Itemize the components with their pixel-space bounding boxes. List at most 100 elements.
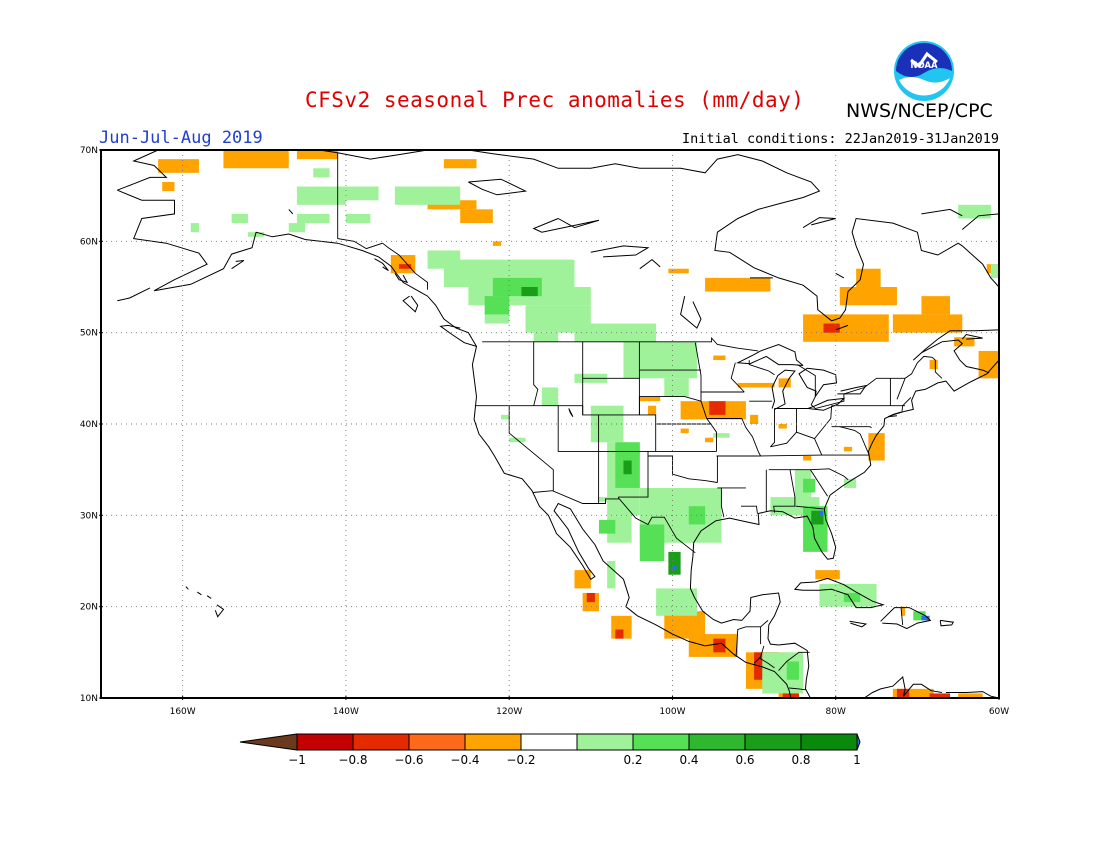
border-line [741, 505, 758, 514]
border-line [839, 426, 870, 456]
anomaly-cell [778, 424, 787, 429]
coastline [849, 620, 868, 628]
border-line [758, 657, 775, 669]
border-line [773, 469, 796, 513]
coastline [961, 333, 983, 340]
coastline [921, 208, 963, 217]
lon-label: 140W [333, 707, 359, 717]
anomaly-cell [921, 615, 930, 621]
map-gridlines [101, 150, 999, 698]
anomaly-cell [803, 455, 812, 461]
anomaly-cell [815, 570, 840, 580]
lon-label: 160W [170, 707, 196, 717]
colorbar-segment [296, 733, 354, 751]
anomaly-cell [639, 524, 665, 561]
anomaly-cell [190, 223, 199, 233]
lat-label: 70N [80, 146, 98, 156]
colorbar-segment [576, 733, 634, 751]
coastline [206, 595, 212, 599]
season-label: Jun-Jul-Aug 2019 [99, 128, 263, 148]
lat-label: 60N [80, 237, 98, 247]
anomaly-cell [782, 688, 799, 698]
state-borders [337, 152, 943, 691]
anomaly-patches [158, 150, 999, 698]
coastline [802, 217, 836, 229]
anomaly-cell [672, 565, 677, 571]
colorbar-high-arrow [856, 733, 861, 751]
border-line [337, 152, 428, 290]
border-line [789, 687, 806, 691]
lon-label: 100W [659, 707, 685, 717]
anomaly-cell [607, 561, 616, 589]
border-line [770, 408, 775, 448]
anomaly-cell [896, 688, 910, 698]
coastline [231, 260, 245, 270]
anomaly-cell [839, 287, 897, 306]
coastline [439, 324, 477, 347]
colorbar-segment [464, 733, 522, 751]
colorbar-segment [744, 733, 802, 751]
anomaly-cell [929, 360, 938, 370]
coastline [590, 245, 650, 258]
coastline [468, 178, 528, 196]
anomaly-cell [394, 186, 461, 205]
coastline [394, 273, 409, 284]
coastline [837, 384, 868, 395]
anomaly-cell [345, 213, 371, 224]
colorbar-segment [352, 733, 410, 751]
coastline [337, 150, 433, 160]
anomaly-cell [823, 323, 840, 333]
colorbar-label: 0.4 [679, 753, 698, 767]
anomaly-cell [288, 223, 306, 233]
anomaly-cell [954, 337, 975, 347]
lat-label: 20N [80, 603, 98, 613]
coastline [798, 367, 838, 397]
border-line [557, 405, 600, 504]
anomaly-cell [958, 204, 991, 219]
coastline [185, 586, 189, 590]
anomaly-cell [705, 277, 771, 292]
lat-label: 30N [80, 511, 98, 521]
colorbar-segment [688, 733, 746, 751]
border-line [735, 620, 769, 657]
border-line [532, 490, 696, 554]
anomaly-cell [668, 268, 689, 274]
border-line [508, 405, 554, 491]
border-line [533, 341, 539, 406]
anomaly-cell [158, 159, 199, 173]
anomaly-cell [598, 497, 608, 502]
colorbar-label: 1 [853, 753, 861, 767]
coastline [961, 213, 999, 230]
anomaly-cell [247, 232, 265, 237]
coastline [835, 272, 845, 279]
border-line [730, 362, 745, 393]
lon-label: 120W [496, 707, 522, 717]
border-line [900, 607, 904, 625]
coastline [568, 408, 574, 417]
anomaly-cell [921, 296, 951, 315]
anomaly-cell [664, 378, 689, 397]
border-line [758, 454, 870, 457]
colorbar-label: −0.2 [506, 753, 535, 767]
anomaly-cell [615, 629, 624, 639]
coastline [912, 329, 999, 374]
anomaly-cell [913, 611, 926, 621]
coastline [680, 295, 702, 329]
anomaly-cell [656, 588, 697, 616]
org-label: NWS/NCEP/CPC [846, 100, 993, 122]
anomaly-cell [162, 181, 175, 192]
coastline [214, 604, 225, 618]
colorbar-label: 0.6 [735, 753, 754, 767]
anomaly-cell [901, 606, 906, 616]
border-line [890, 397, 912, 407]
anomaly-cell [533, 332, 559, 342]
coastline [639, 258, 661, 270]
coastline [835, 324, 849, 331]
lon-label: 80W [826, 707, 846, 717]
border-line [778, 651, 810, 671]
anomaly-cell [705, 529, 714, 534]
coastlines [117, 150, 999, 698]
anomaly-cell [398, 264, 412, 269]
coastline [793, 577, 885, 609]
colorbar-low-arrow [239, 733, 298, 751]
